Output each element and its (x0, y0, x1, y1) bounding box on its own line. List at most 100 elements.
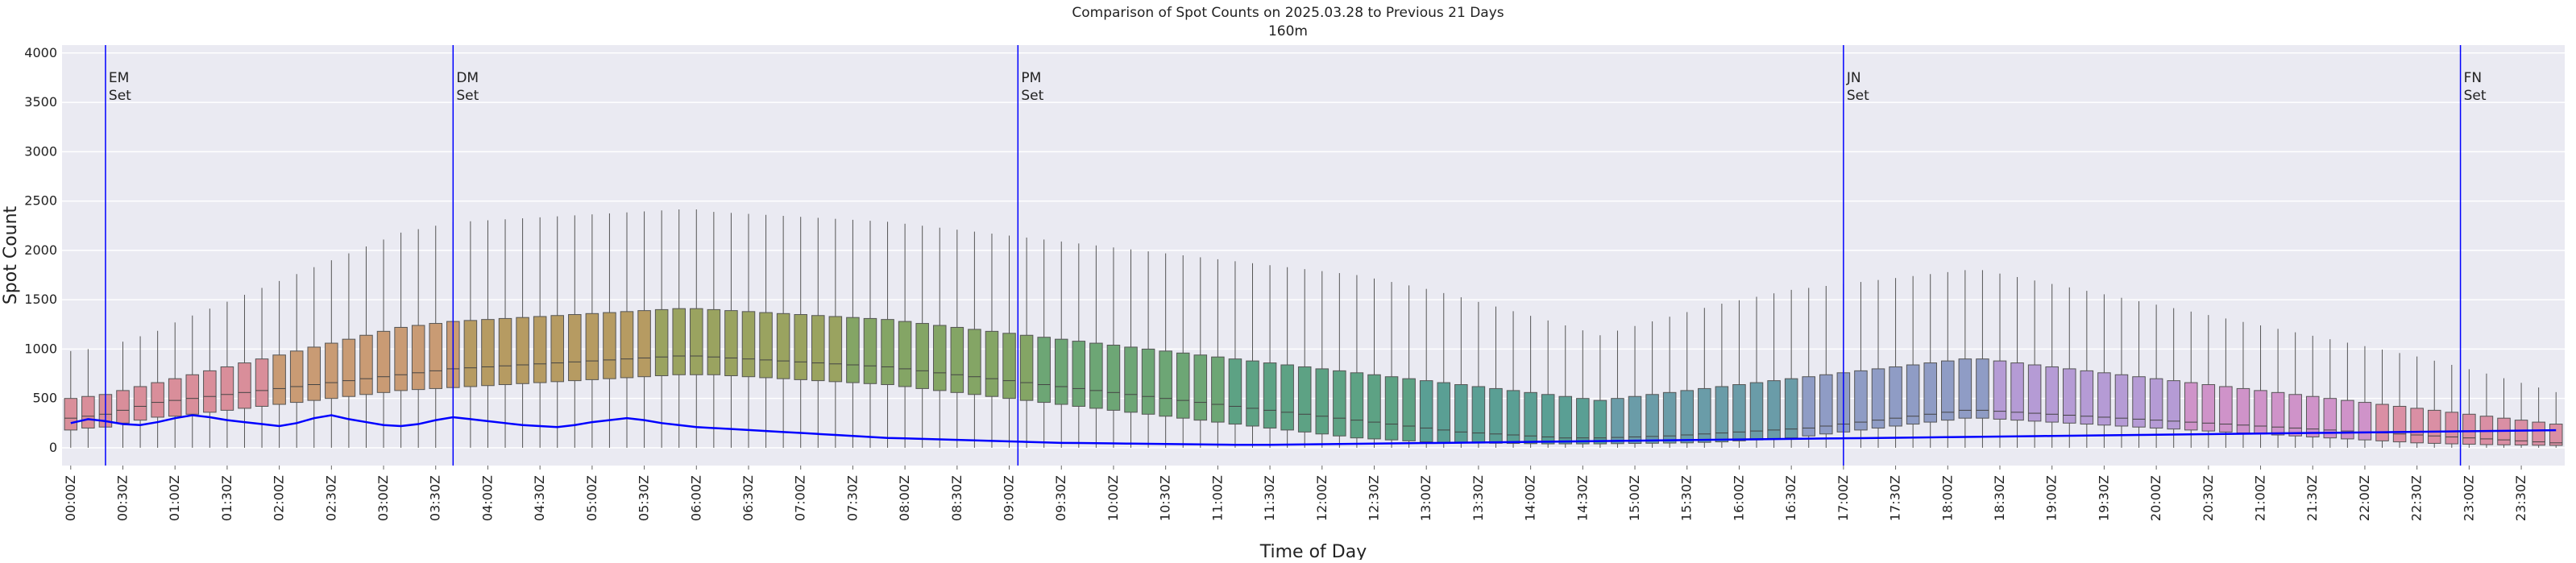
box (724, 310, 738, 376)
y-tick-label: 500 (32, 391, 57, 406)
box (2392, 405, 2407, 443)
box (881, 319, 894, 386)
box (359, 334, 373, 395)
box (637, 310, 651, 378)
x-tick-label: 23:00Z (2461, 475, 2476, 521)
chart-title: Comparison of Spot Counts on 2025.03.28 … (1072, 5, 1504, 21)
x-tick-label: 20:30Z (2201, 475, 2216, 521)
x-tick-label: 02:30Z (323, 475, 338, 521)
x-tick-label: 03:30Z (428, 475, 443, 521)
box (690, 308, 703, 375)
box (1089, 342, 1103, 409)
box (2027, 364, 2042, 422)
x-tick-label: 11:30Z (1262, 475, 1277, 521)
box (1541, 394, 1555, 445)
box (1732, 384, 1746, 441)
box (776, 313, 790, 379)
x-tick-label: 13:30Z (1471, 475, 1486, 521)
x-tick-label: 17:00Z (1836, 475, 1851, 521)
box (654, 308, 669, 376)
x-axis-label: Time of Day (1259, 542, 1367, 560)
x-tick-label: 17:30Z (1888, 475, 1903, 521)
marker-label: DM (456, 70, 479, 86)
box (1524, 391, 1537, 445)
box (2514, 420, 2528, 446)
x-tick-label: 20:00Z (2148, 475, 2163, 521)
x-tick-label: 03:00Z (375, 475, 391, 521)
box (1680, 390, 1695, 444)
box (1941, 360, 1955, 421)
x-tick-label: 02:00Z (272, 475, 287, 521)
box (516, 317, 529, 384)
box (463, 320, 478, 387)
box (1159, 350, 1172, 417)
marker-label: JN (1846, 70, 1861, 86)
box (2149, 378, 2163, 428)
box (342, 338, 356, 397)
box (2532, 421, 2545, 446)
box (2323, 398, 2337, 439)
x-tick-label: 10:30Z (1158, 475, 1173, 521)
box (1193, 354, 1208, 421)
axis-layer: 0 500 1000 1500 2000 2500 3000 3500 4000 00:00Z 00… (24, 45, 2528, 521)
box (1698, 387, 1711, 443)
y-tick-label: 2000 (24, 242, 57, 258)
box (151, 382, 164, 418)
x-tick-label: 12:00Z (1314, 475, 1329, 521)
box (1958, 358, 1972, 419)
box (1628, 395, 1642, 445)
box (394, 326, 408, 391)
box (1384, 376, 1399, 441)
marker-label: PM (1021, 70, 1041, 86)
box (1211, 356, 1225, 423)
box (1993, 360, 2007, 420)
box (481, 319, 495, 387)
box (498, 317, 512, 386)
box (1402, 378, 1416, 441)
x-tick-label: 16:00Z (1731, 475, 1746, 521)
box (1593, 399, 1607, 445)
plot-area (62, 45, 2565, 466)
marker-label-sub: Set (456, 88, 479, 104)
x-tick-label: 18:30Z (1992, 475, 2007, 521)
box (1141, 348, 1155, 415)
box (1072, 341, 1086, 407)
box (2358, 402, 2372, 441)
box (620, 311, 634, 379)
box (2045, 366, 2059, 423)
y-tick-label: 3500 (24, 94, 57, 110)
box (1176, 352, 1190, 419)
box (1246, 360, 1259, 427)
grid-layer (62, 52, 2565, 449)
box (1263, 362, 1277, 428)
box (2201, 384, 2216, 432)
box (1437, 382, 1451, 443)
x-tick-label: 13:00Z (1418, 475, 1433, 521)
x-tick-label: 01:00Z (167, 475, 182, 521)
box (846, 317, 860, 383)
box (1367, 374, 1381, 440)
box (2305, 395, 2320, 437)
x-tick-label: 09:00Z (1002, 475, 1017, 521)
marker-label-sub: Set (1021, 88, 1043, 104)
box (1019, 334, 1034, 401)
box (741, 311, 756, 378)
y-tick-label: 1500 (24, 292, 57, 307)
box (64, 398, 78, 431)
box (2271, 391, 2285, 436)
box (568, 314, 582, 382)
box (2097, 372, 2111, 426)
x-tick-label: 07:30Z (844, 475, 860, 521)
x-tick-label: 16:30Z (1783, 475, 1798, 521)
box (1854, 370, 1868, 431)
line-layer (70, 414, 2557, 446)
box (220, 366, 234, 411)
x-tick-label: 14:00Z (1523, 475, 1538, 521)
box (2167, 380, 2180, 430)
box (863, 317, 877, 384)
x-tick-label: 08:30Z (949, 475, 964, 521)
box (1280, 364, 1294, 431)
box (603, 312, 616, 379)
x-tick-label: 12:30Z (1366, 475, 1381, 521)
box (828, 316, 843, 383)
